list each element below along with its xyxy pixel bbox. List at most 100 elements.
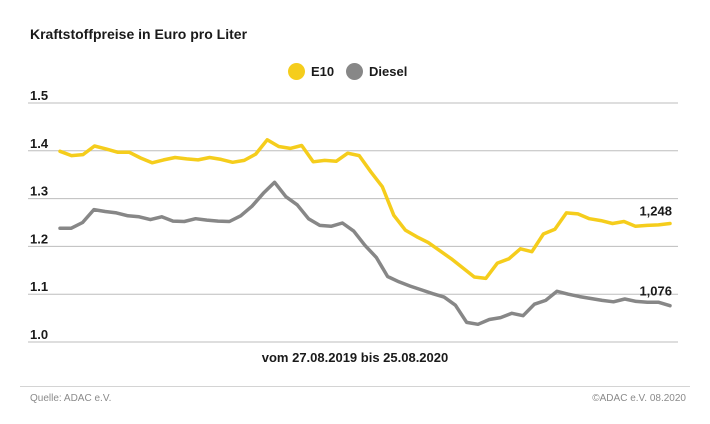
point-diesel-14 — [216, 219, 220, 223]
point-e10-17 — [254, 152, 257, 156]
chart-legend: E10 Diesel — [0, 63, 710, 83]
legend-item-diesel: Diesel — [346, 63, 407, 80]
point-e10-0 — [58, 150, 62, 153]
y-tick-label-0: 1.0 — [30, 327, 48, 342]
point-diesel-12 — [194, 217, 197, 220]
point-diesel-10 — [171, 219, 175, 223]
point-e10-22 — [312, 160, 315, 163]
point-diesel-53 — [657, 301, 660, 304]
point-e10-32 — [427, 241, 430, 244]
point-e10-52 — [657, 223, 660, 227]
y-tick-label-5: 1.5 — [30, 88, 48, 103]
point-e10-2 — [81, 153, 85, 156]
legend-label-diesel: Diesel — [369, 64, 408, 79]
point-e10-3 — [93, 144, 96, 148]
point-e10-12 — [196, 158, 200, 162]
point-e10-48 — [611, 222, 614, 225]
y-tick-label-2: 1.2 — [30, 231, 48, 246]
series-line-e10 — [58, 138, 672, 281]
point-diesel-27 — [363, 244, 367, 247]
point-e10-40 — [519, 247, 522, 250]
point-e10-15 — [231, 161, 234, 164]
point-diesel-31 — [409, 284, 412, 288]
end-value-label-e10: 1,248 — [639, 203, 672, 218]
copyright-note: ©ADAC e.V. 08.2020 — [592, 393, 686, 404]
point-e10-49 — [622, 220, 626, 223]
point-diesel-29 — [386, 275, 389, 278]
point-diesel-52 — [646, 301, 649, 304]
point-e10-28 — [381, 185, 384, 188]
point-e10-9 — [162, 158, 165, 162]
point-diesel-34 — [442, 295, 446, 299]
point-e10-1 — [70, 154, 73, 157]
point-diesel-36 — [465, 321, 468, 324]
point-diesel-45 — [567, 293, 570, 296]
point-diesel-49 — [612, 300, 615, 303]
end-value-label-diesel: 1,076 — [639, 284, 672, 299]
point-diesel-1 — [70, 227, 73, 230]
point-e10-47 — [599, 219, 603, 222]
point-e10-44 — [565, 211, 568, 215]
point-e10-26 — [358, 154, 361, 157]
point-diesel-37 — [476, 323, 480, 326]
point-e10-27 — [369, 170, 372, 173]
point-e10-33 — [438, 249, 441, 252]
point-diesel-7 — [137, 215, 141, 218]
chart-title: Kraftstoffpreise in Euro pro Liter — [30, 26, 248, 42]
point-e10-19 — [277, 145, 280, 148]
period-label: vom 27.08.2019 bis 25.08.2020 — [261, 350, 449, 365]
point-e10-25 — [346, 152, 349, 155]
point-diesel-4 — [104, 210, 107, 213]
series-line-diesel — [58, 180, 672, 327]
point-diesel-0 — [58, 227, 62, 230]
point-diesel-8 — [149, 218, 152, 221]
point-diesel-40 — [510, 312, 514, 315]
point-e10-41 — [530, 250, 534, 253]
source-note: Quelle: ADAC e.V. — [30, 393, 112, 404]
point-e10-53 — [668, 222, 672, 225]
point-e10-34 — [450, 257, 453, 260]
point-diesel-23 — [318, 224, 321, 227]
point-e10-13 — [208, 156, 211, 159]
point-diesel-50 — [623, 297, 626, 301]
point-e10-35 — [461, 266, 464, 270]
point-diesel-54 — [668, 304, 672, 307]
footer-divider — [20, 386, 690, 387]
point-e10-50 — [634, 225, 637, 228]
point-diesel-39 — [499, 316, 502, 319]
point-diesel-11 — [183, 220, 186, 223]
point-e10-38 — [496, 261, 499, 265]
point-diesel-41 — [521, 314, 525, 317]
point-e10-20 — [289, 147, 292, 150]
point-diesel-20 — [284, 195, 288, 198]
point-diesel-5 — [115, 211, 118, 215]
point-e10-39 — [507, 257, 511, 260]
point-diesel-18 — [262, 192, 265, 195]
legend-swatch-diesel — [346, 63, 363, 80]
point-diesel-22 — [307, 217, 310, 220]
point-diesel-26 — [352, 229, 355, 233]
point-e10-4 — [104, 147, 108, 151]
point-e10-21 — [300, 144, 303, 147]
point-e10-14 — [219, 158, 223, 161]
point-diesel-33 — [431, 292, 434, 295]
point-diesel-9 — [160, 215, 163, 218]
legend-item-e10: E10 — [288, 63, 334, 80]
y-tick-label-1: 1.1 — [30, 279, 48, 294]
point-e10-23 — [323, 159, 326, 162]
point-e10-51 — [645, 224, 649, 227]
point-diesel-51 — [634, 300, 638, 303]
point-diesel-32 — [420, 288, 423, 292]
point-e10-46 — [588, 217, 591, 220]
point-e10-30 — [404, 228, 407, 232]
point-diesel-38 — [488, 318, 491, 321]
point-diesel-17 — [250, 205, 254, 208]
point-diesel-46 — [578, 295, 581, 298]
point-diesel-43 — [544, 299, 547, 302]
point-e10-31 — [415, 235, 418, 238]
point-diesel-28 — [375, 256, 378, 259]
point-diesel-47 — [589, 297, 593, 300]
point-e10-5 — [116, 151, 119, 154]
y-tick-label-4: 1.4 — [30, 136, 49, 151]
